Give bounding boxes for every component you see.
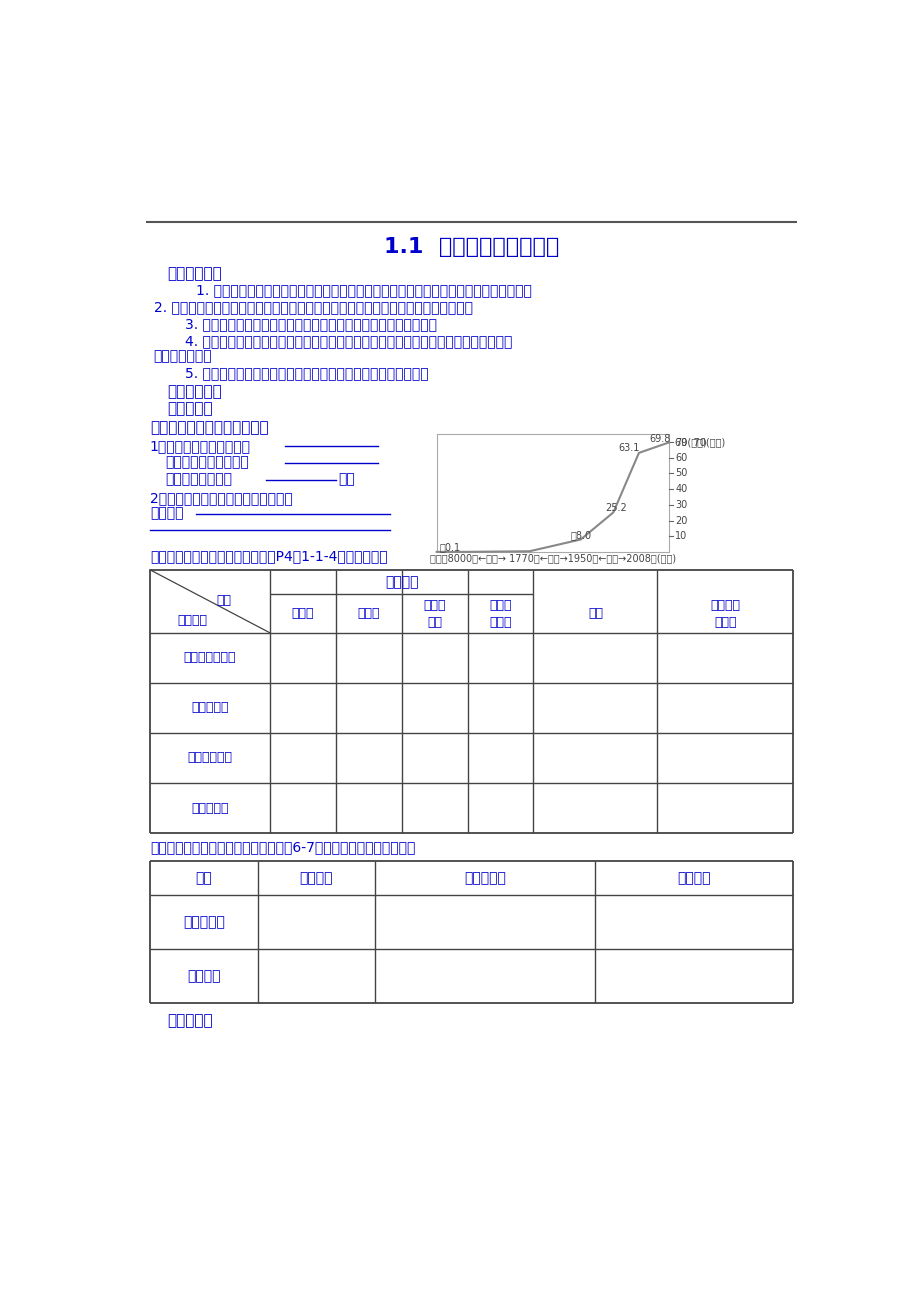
Text: 1、工业革命前，增长速度: 1、工业革命前，增长速度 bbox=[150, 439, 251, 453]
Text: 带来的影响: 带来的影响 bbox=[463, 871, 505, 885]
Text: 1. 通过图表了解世界人口增长状况，并学会运用图表分析、预测人口增长的特点和趋势。: 1. 通过图表了解世界人口增长状况，并学会运用图表分析、预测人口增长的特点和趋势… bbox=[196, 284, 532, 297]
Text: 二战后，世界人口: 二战后，世界人口 bbox=[165, 473, 233, 487]
Text: 50: 50 bbox=[675, 469, 687, 478]
Text: 四个阶段: 四个阶段 bbox=[177, 615, 208, 628]
Text: 人口增
长模式: 人口增 长模式 bbox=[489, 599, 511, 629]
Text: 三、不同国家的人口问题（结合课本第6-7页文字，完成下列表格。）: 三、不同国家的人口问题（结合课本第6-7页文字，完成下列表格。） bbox=[150, 840, 414, 854]
Text: 解决措施: 解决措施 bbox=[676, 871, 710, 885]
Text: 合作探究：: 合作探究： bbox=[167, 1013, 213, 1027]
Text: 63.1: 63.1 bbox=[618, 444, 640, 453]
Text: 自学质疑：: 自学质疑： bbox=[167, 401, 213, 417]
Text: 发达国家: 发达国家 bbox=[187, 969, 221, 983]
Text: 原始低增长阶段: 原始低增长阶段 bbox=[184, 651, 236, 664]
Text: 二、人口增长模式转变（结合课本P4图1-1-4，完成下表）: 二、人口增长模式转变（结合课本P4图1-1-4，完成下表） bbox=[150, 549, 387, 562]
Text: 3. 通过比较、分析人口统计资料数据，培养、运用地理数据能力。: 3. 通过比较、分析人口统计资料数据，培养、运用地理数据能力。 bbox=[185, 318, 437, 331]
Text: 20: 20 bbox=[675, 516, 687, 526]
Text: 4. 运用相关资料，说出世界人口问题概况，说明发达国家与发展中国家人口问题的不同: 4. 运用相关资料，说出世界人口问题概况，说明发达国家与发展中国家人口问题的不同 bbox=[185, 335, 512, 348]
Text: 增长减缓阶段: 增长减缓阶段 bbox=[187, 751, 233, 764]
Text: 目前主要
分布区: 目前主要 分布区 bbox=[709, 599, 740, 629]
Text: 人口问题: 人口问题 bbox=[300, 871, 333, 885]
Text: 剤0.1: 剤0.1 bbox=[439, 543, 460, 552]
Text: 公元前8000年←古代→ 1770年←近代→1950年←现代→2008年(预测): 公元前8000年←古代→ 1770年←近代→1950年←现代→2008年(预测) bbox=[429, 553, 675, 564]
Text: 表现及其原因。: 表现及其原因。 bbox=[153, 349, 212, 363]
Text: 25.2: 25.2 bbox=[604, 503, 626, 513]
Text: 高增长阶段: 高增长阶段 bbox=[191, 702, 229, 715]
Text: 70(亿人): 70(亿人) bbox=[675, 437, 707, 447]
Text: 5. 结合人口增长及人口增长模式的学习，感悟人口问题的实质。: 5. 结合人口增长及人口增长模式的学习，感悟人口问题的实质。 bbox=[185, 366, 428, 380]
Text: 《学习目标》: 《学习目标》 bbox=[167, 267, 222, 281]
Text: 2. 运用图表分析不同人口增长模式的主要特点，了解各人口增长模式的代表性国家。: 2. 运用图表分析不同人口增长模式的主要特点，了解各人口增长模式的代表性国家。 bbox=[153, 301, 472, 314]
Text: 69.8: 69.8 bbox=[649, 434, 670, 444]
Text: 自然增
长率: 自然增 长率 bbox=[423, 599, 446, 629]
Text: 40: 40 bbox=[675, 484, 686, 495]
Text: 原因有：: 原因有： bbox=[150, 506, 183, 521]
Text: 剤8.0: 剤8.0 bbox=[570, 530, 591, 540]
Text: 一、世界人口增长的历史轨迹: 一、世界人口增长的历史轨迹 bbox=[150, 419, 268, 435]
Text: 1.1  人口增长与人口问题: 1.1 人口增长与人口问题 bbox=[383, 237, 559, 256]
Text: 工业革命后，增长速度: 工业革命后，增长速度 bbox=[165, 456, 249, 470]
Text: 分析: 分析 bbox=[216, 594, 231, 607]
Text: 60: 60 bbox=[675, 453, 686, 462]
Text: 发展中国家: 发展中国家 bbox=[183, 915, 225, 930]
Text: 10: 10 bbox=[675, 531, 686, 542]
Text: 主要特征: 主要特征 bbox=[384, 575, 418, 589]
Text: 原因: 原因 bbox=[587, 607, 602, 620]
Text: 低增长阶段: 低增长阶段 bbox=[191, 802, 229, 815]
Text: 《学习过程》: 《学习过程》 bbox=[167, 384, 222, 400]
Text: 死亡率: 死亡率 bbox=[357, 607, 380, 620]
Text: 69  70(亿人): 69 70(亿人) bbox=[675, 437, 725, 447]
Text: 2、第二阶段人口增长比第一阶段快的: 2、第二阶段人口增长比第一阶段快的 bbox=[150, 491, 292, 505]
Text: 国家: 国家 bbox=[196, 871, 212, 885]
Text: 增长: 增长 bbox=[338, 473, 355, 487]
Text: 出生率: 出生率 bbox=[291, 607, 314, 620]
Text: 30: 30 bbox=[675, 500, 686, 510]
